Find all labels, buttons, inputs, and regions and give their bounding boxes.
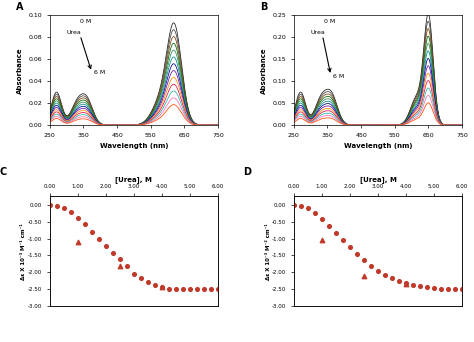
Point: [144, 280, 152, 285]
Point: [297, 203, 305, 208]
Point: [74, 215, 82, 220]
Text: B: B: [260, 2, 267, 12]
Point: [123, 263, 131, 268]
Text: C: C: [0, 167, 7, 177]
Point: [339, 238, 346, 243]
Point: [423, 285, 431, 290]
Point: [458, 286, 466, 291]
Text: 0 M: 0 M: [324, 19, 336, 24]
Point: [193, 287, 201, 292]
X-axis label: [Urea], M: [Urea], M: [360, 176, 396, 183]
Point: [332, 230, 340, 235]
Point: [367, 263, 375, 268]
Point: [53, 203, 61, 208]
Point: [158, 285, 166, 290]
Text: D: D: [243, 167, 251, 177]
Y-axis label: Δε X 10⁻³ M⁻² cm⁻¹: Δε X 10⁻³ M⁻² cm⁻¹: [265, 223, 271, 280]
Point: [116, 263, 124, 268]
Text: 6 M: 6 M: [333, 74, 344, 79]
Point: [67, 210, 74, 215]
Point: [374, 268, 382, 273]
X-axis label: Wavelength (nm): Wavelength (nm): [344, 143, 412, 149]
Point: [214, 286, 222, 292]
Point: [388, 276, 396, 281]
Point: [360, 257, 368, 262]
Y-axis label: Absorbance: Absorbance: [261, 47, 267, 94]
Point: [81, 222, 89, 227]
Point: [130, 271, 138, 277]
Point: [325, 223, 333, 228]
Text: A: A: [16, 2, 24, 12]
Point: [304, 206, 311, 211]
Point: [360, 273, 368, 278]
Point: [179, 287, 187, 292]
Point: [172, 287, 180, 292]
Point: [416, 283, 424, 289]
Text: 0 M: 0 M: [80, 19, 91, 24]
Point: [158, 285, 166, 290]
Point: [151, 282, 159, 288]
Point: [395, 278, 403, 284]
Point: [88, 229, 96, 235]
Point: [102, 243, 109, 249]
Text: 6 M: 6 M: [93, 70, 105, 75]
Point: [318, 238, 326, 243]
Text: Urea: Urea: [67, 30, 82, 35]
Point: [137, 276, 145, 281]
Point: [186, 287, 194, 292]
Point: [430, 285, 438, 291]
Point: [318, 216, 326, 222]
Point: [451, 286, 459, 291]
Point: [165, 286, 173, 291]
Y-axis label: Absorbance: Absorbance: [17, 47, 23, 94]
Point: [402, 281, 410, 287]
Point: [290, 202, 298, 208]
Point: [402, 281, 410, 286]
Point: [409, 282, 417, 288]
Text: Urea: Urea: [310, 30, 326, 35]
X-axis label: [Urea], M: [Urea], M: [116, 176, 152, 183]
Point: [346, 244, 354, 250]
Point: [74, 239, 82, 245]
Point: [353, 251, 361, 256]
Point: [444, 286, 452, 291]
Point: [116, 256, 124, 262]
Point: [201, 286, 208, 292]
X-axis label: Wavelength (nm): Wavelength (nm): [100, 143, 168, 149]
Y-axis label: Δε X 10⁻³ M⁻¹ cm⁻¹: Δε X 10⁻³ M⁻¹ cm⁻¹: [21, 223, 27, 280]
Point: [381, 272, 389, 278]
Point: [95, 237, 103, 242]
Point: [207, 286, 215, 292]
Point: [60, 205, 68, 210]
Point: [109, 250, 117, 255]
Point: [438, 286, 445, 291]
Point: [311, 211, 319, 216]
Point: [46, 202, 54, 208]
